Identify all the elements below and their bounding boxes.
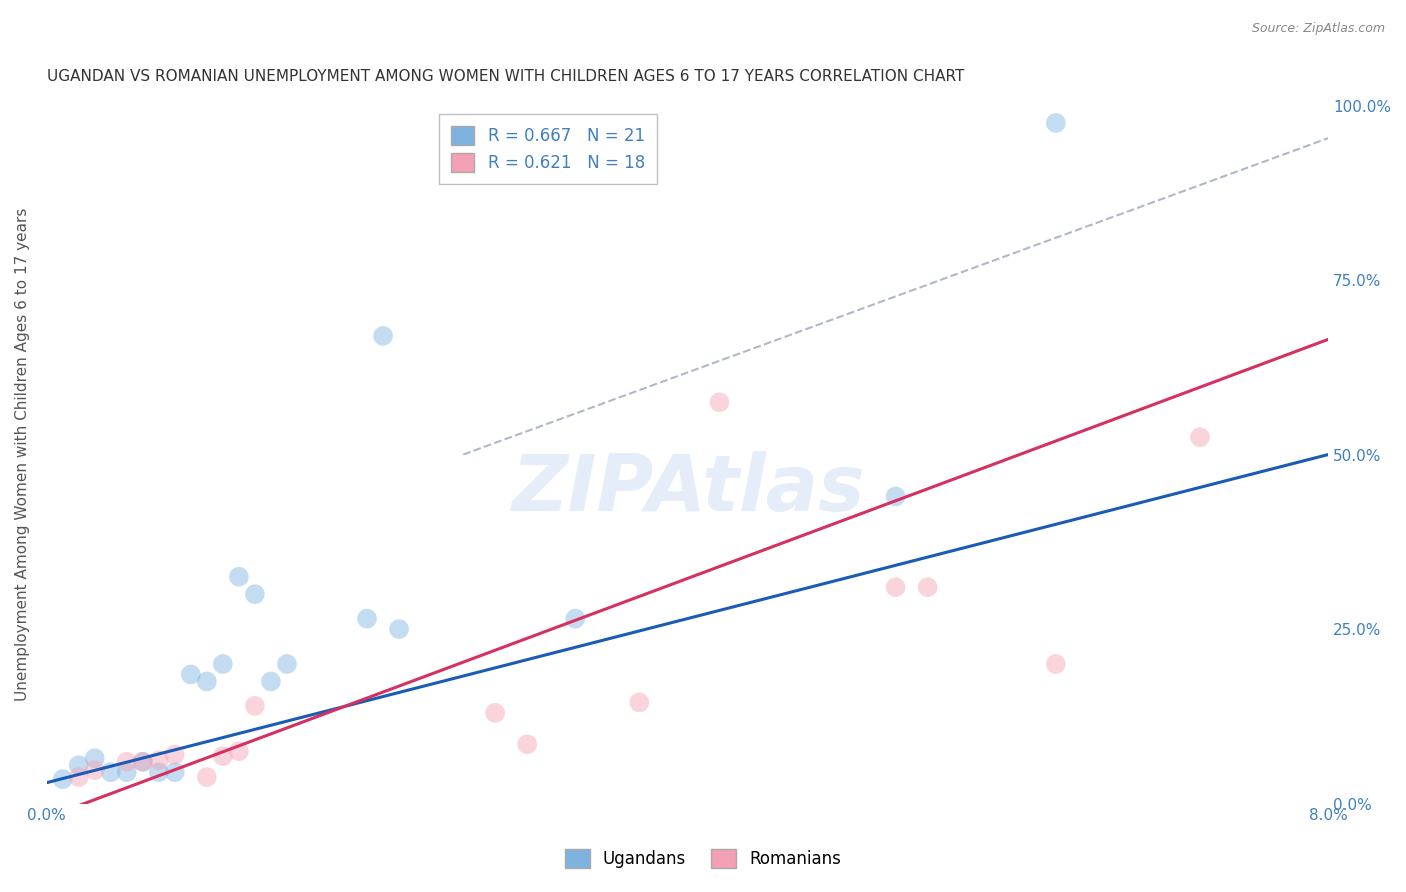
Point (484, 706, 506, 720)
Point (115, 765, 138, 780)
Text: Source: ZipAtlas.com: Source: ZipAtlas.com (1251, 22, 1385, 36)
Point (564, 612, 586, 626)
Point (67, 770, 90, 784)
Point (1045, 116, 1067, 130)
Point (132, 755, 155, 769)
Point (1045, 657, 1067, 671)
Text: ZIPAtlas: ZIPAtlas (510, 451, 865, 527)
Point (148, 753, 170, 767)
Point (516, 737, 538, 751)
Point (243, 587, 266, 601)
Legend: Ugandans, Romanians: Ugandans, Romanians (558, 843, 848, 875)
Point (628, 695, 651, 709)
Point (371, 329, 394, 343)
Point (1188, 430, 1211, 444)
Point (195, 674, 218, 689)
Point (180, 667, 202, 681)
Point (212, 657, 235, 671)
Point (884, 580, 907, 594)
Point (709, 395, 731, 409)
Point (228, 570, 250, 584)
Legend: R = 0.667   N = 21, R = 0.621   N = 18: R = 0.667 N = 21, R = 0.621 N = 18 (440, 114, 657, 184)
Point (115, 755, 138, 769)
Point (228, 744, 250, 758)
Point (148, 765, 170, 780)
Text: UGANDAN VS ROMANIAN UNEMPLOYMENT AMONG WOMEN WITH CHILDREN AGES 6 TO 17 YEARS CO: UGANDAN VS ROMANIAN UNEMPLOYMENT AMONG W… (46, 69, 965, 84)
Point (356, 612, 378, 626)
Point (388, 622, 411, 636)
Point (67, 758, 90, 772)
Point (917, 580, 939, 594)
Point (163, 747, 186, 762)
Point (83, 763, 105, 777)
Point (260, 674, 283, 689)
Point (276, 657, 298, 671)
Y-axis label: Unemployment Among Women with Children Ages 6 to 17 years: Unemployment Among Women with Children A… (15, 208, 30, 701)
Point (100, 765, 122, 780)
Point (52, 772, 75, 787)
Point (884, 490, 907, 504)
Point (83, 751, 105, 765)
Point (132, 755, 155, 769)
Point (163, 765, 186, 780)
Point (195, 770, 218, 784)
Point (212, 749, 235, 764)
Point (243, 698, 266, 713)
